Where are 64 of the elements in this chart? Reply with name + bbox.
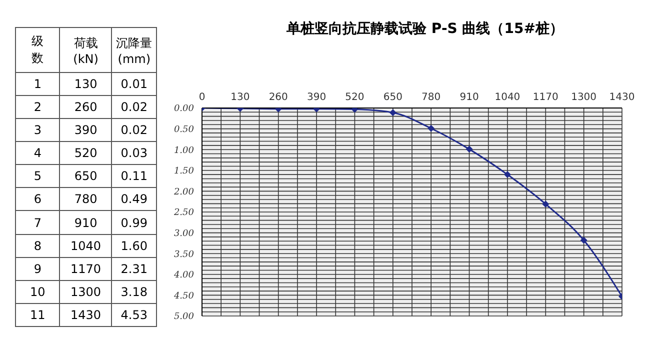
point [389, 109, 396, 116]
text: 1430 [60, 303, 112, 326]
text: 沉降量 (mm) [112, 28, 156, 72]
text: 7 [16, 210, 60, 234]
y-tick-label: 2.00 [172, 187, 194, 198]
point [542, 200, 550, 208]
point [428, 124, 435, 132]
point [504, 171, 511, 178]
x-tick-label: 0 [198, 92, 206, 103]
text: 10 [16, 280, 60, 304]
text: 8 [16, 234, 60, 258]
text: 3 [16, 118, 60, 142]
x-tick-label: 260 [268, 92, 288, 103]
text: 9 [16, 257, 60, 280]
text: 6 [16, 188, 60, 211]
y-tick-label: 0.50 [174, 124, 194, 135]
x-tick-label: 1170 [532, 92, 558, 103]
text: 4.53 [112, 303, 156, 326]
text: 4 [16, 142, 60, 165]
text: 520 [60, 142, 112, 165]
text: 0.03 [112, 142, 156, 165]
text: 级数 [16, 28, 60, 72]
x-tick-label: 780 [422, 92, 441, 103]
y-tick-label: 0.00 [174, 104, 194, 114]
x-tick-label: 650 [383, 92, 402, 103]
text: 0.99 [112, 210, 156, 234]
text: 1300 [60, 280, 112, 304]
y-tick-label: 5.00 [174, 312, 194, 322]
text: 650 [60, 164, 112, 188]
text: 1.60 [112, 234, 156, 258]
text: 11 [16, 303, 60, 326]
chart-title: 单桩竖向抗压静载试验 P-S 曲线（15#桩） [286, 20, 564, 38]
text: 0.49 [112, 188, 156, 211]
x-tick-label: 910 [460, 92, 479, 103]
text: 荷载 (kN) [60, 28, 112, 72]
text: 0.02 [112, 118, 156, 142]
y-tick-label: 3.50 [174, 250, 194, 260]
y-tick-label: 1.50 [174, 166, 194, 177]
text: 5 [16, 164, 60, 188]
y-tick-label: 2.50 [172, 208, 194, 218]
x-tick-label: 1300 [571, 92, 597, 103]
y-tick-label: 4.00 [172, 270, 194, 281]
text: 0.01 [112, 72, 156, 96]
y-tick-label: 4.50 [172, 291, 194, 302]
y-tick-label: 3.00 [174, 228, 194, 239]
text: 780 [60, 188, 112, 211]
text: 1 [16, 72, 60, 96]
text: 1170 [60, 257, 112, 280]
text: 1040 [60, 234, 112, 258]
text: 0.11 [112, 164, 156, 188]
x-tick-label: 1040 [494, 92, 520, 103]
x-tick-label: 390 [307, 92, 326, 103]
text: 3.18 [112, 280, 156, 304]
text: 390 [60, 118, 112, 142]
text: 2 [16, 96, 60, 119]
text: 910 [60, 210, 112, 234]
x-tick-label: 130 [230, 92, 250, 103]
y-tick-label: 1.00 [174, 146, 194, 156]
x-tick-label: 1430 [609, 92, 635, 103]
text: 0.02 [112, 96, 156, 119]
text: 2.31 [112, 257, 156, 280]
point [466, 146, 473, 153]
point [580, 236, 588, 244]
x-tick-label: 520 [345, 92, 364, 103]
